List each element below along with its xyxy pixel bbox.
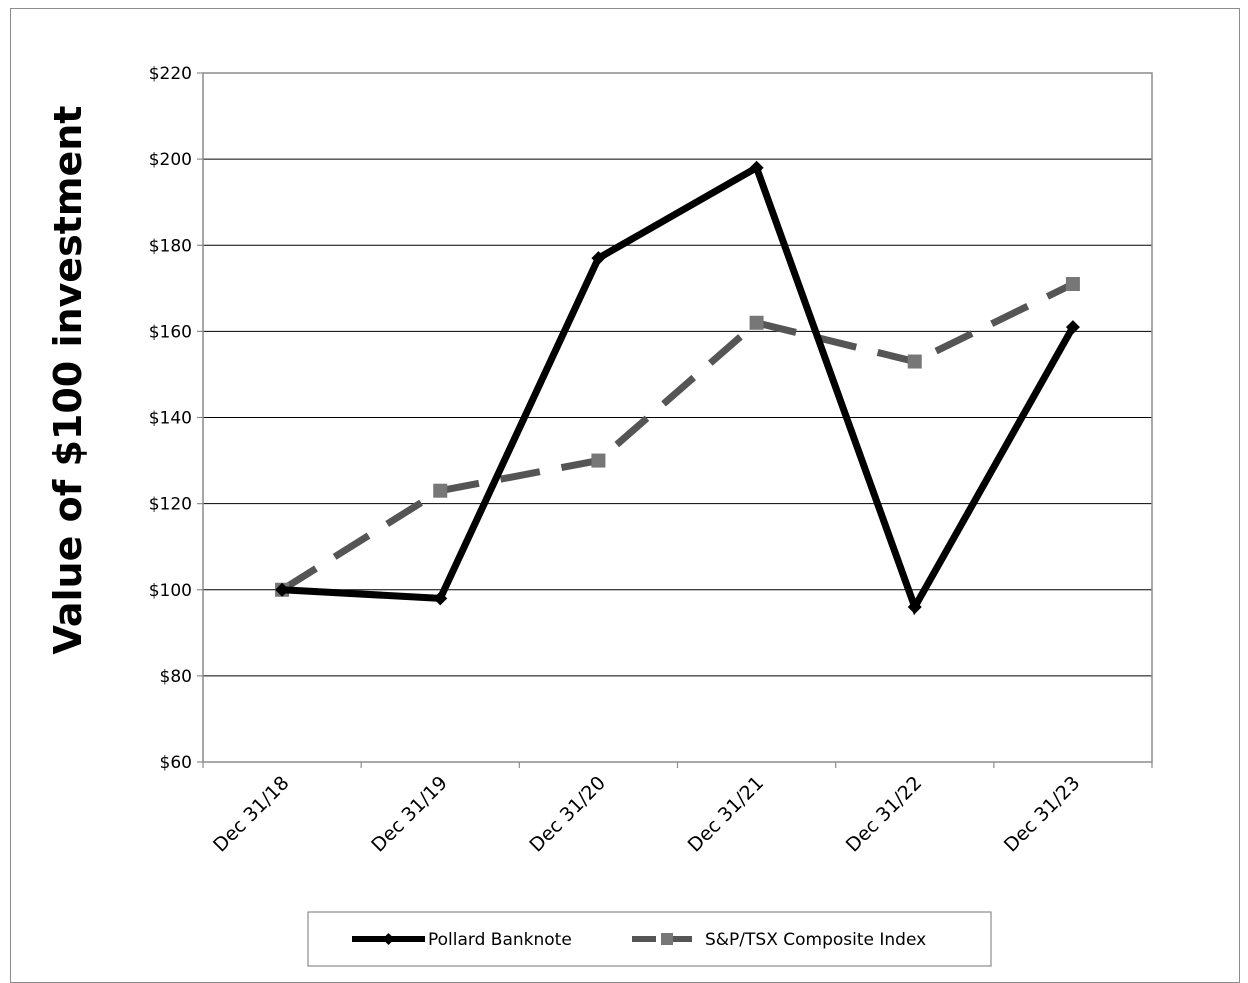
series-layer [275,160,1080,616]
gridlines [203,158,1152,677]
x-tick-label: Dec 31/18 [209,772,294,857]
y-tick-label: $160 [149,322,192,342]
y-tick-label: $120 [149,495,192,515]
x-tick-label: Dec 31/21 [684,772,769,857]
y-tick-label: $60 [160,753,192,773]
data-point-marker [1065,320,1080,335]
series-line-0 [281,162,1076,616]
x-axis-ticks: Dec 31/18 Dec 31/19 Dec 31/20 Dec 31/21 Dec … [202,762,1153,857]
x-tick-label: Dec 31/19 [367,772,452,857]
data-point-marker [749,315,764,330]
data-point-marker [591,453,606,468]
data-point-marker [1065,277,1080,292]
legend-label: S&P/TSX Composite Index [705,930,926,950]
series-line-1 [280,280,1075,593]
y-tick-label: $180 [149,236,192,256]
legend-items: Pollard Banknote S&P/TSX Composite Index [352,930,926,950]
y-tick-label: $200 [149,150,192,170]
y-tick-label: $100 [149,581,192,601]
data-point-marker [591,251,606,266]
x-tick-label: Dec 31/22 [842,772,927,857]
legend-marker [382,933,395,945]
y-tick-label: $80 [160,667,192,687]
y-axis-title: Value of $100 investment [46,106,90,655]
data-point-marker [749,160,764,175]
legend: Pollard Banknote S&P/TSX Composite Index [307,911,992,967]
x-tick-label: Dec 31/20 [525,772,610,857]
data-point-marker [907,354,922,369]
legend-label: Pollard Banknote [428,930,572,950]
y-axis-ticks: $60 $80 $100 $120 $140 $160 $180 $200 $220 [149,64,203,773]
y-tick-label: $220 [149,64,192,84]
data-point-marker [907,599,922,614]
data-point-marker [275,582,290,597]
legend-marker [661,933,673,945]
data-point-marker [433,591,448,606]
data-point-marker [433,483,448,498]
x-tick-label: Dec 31/23 [1000,772,1085,857]
y-tick-label: $140 [149,409,192,429]
